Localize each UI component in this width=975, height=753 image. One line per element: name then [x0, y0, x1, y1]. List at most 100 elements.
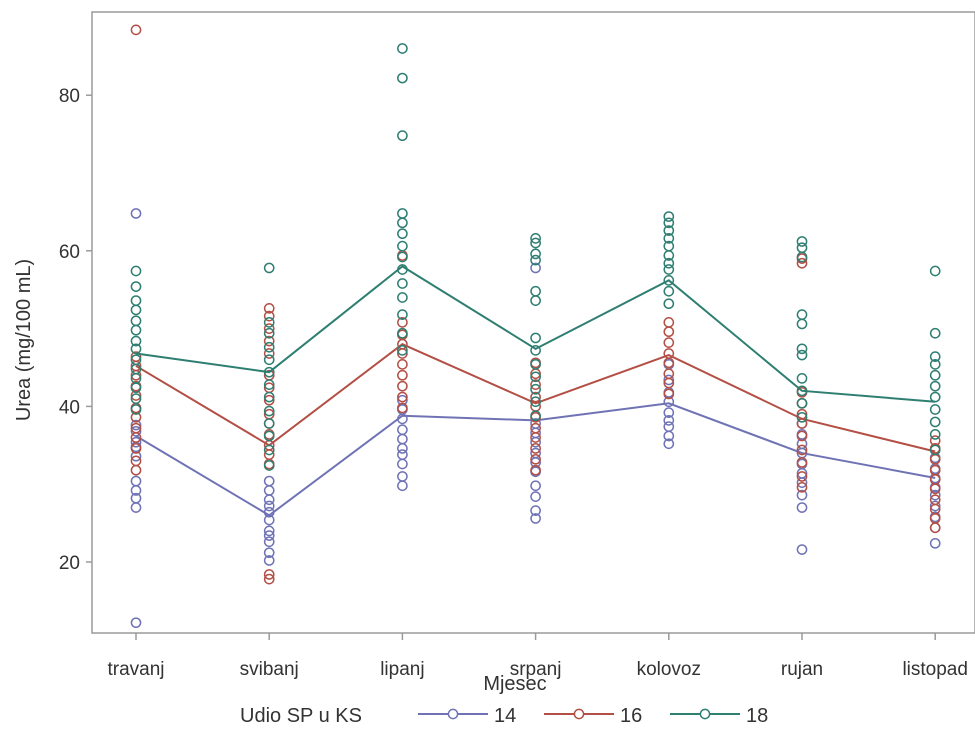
data-point: [263, 394, 275, 406]
data-point: [530, 332, 541, 344]
data-point: [130, 24, 142, 36]
data-point: [263, 348, 275, 359]
legend-marker-18: [699, 708, 711, 720]
data-point: [530, 285, 541, 297]
data-point: [397, 251, 408, 263]
data-point: [929, 327, 941, 339]
data-point: [530, 237, 541, 249]
x-tick-label: rujan: [781, 659, 823, 680]
data-point: [263, 310, 275, 322]
data-point: [130, 455, 142, 467]
x-tick-label: kolovoz: [637, 659, 701, 680]
legend-label-14: 14: [494, 705, 516, 727]
data-point: [263, 327, 275, 339]
data-point: [530, 383, 541, 395]
data-point: [796, 373, 808, 384]
data-point: [796, 489, 808, 501]
data-point: [929, 537, 941, 549]
data-point: [663, 337, 675, 348]
data-point: [663, 211, 675, 222]
data-point: [530, 410, 541, 422]
data-point: [530, 443, 541, 454]
data-point: [663, 388, 675, 400]
data-point: [663, 233, 675, 244]
data-point: [663, 407, 675, 418]
data-point: [263, 460, 275, 471]
data-point: [263, 354, 275, 366]
data-point: [130, 265, 142, 277]
data-point: [929, 369, 941, 381]
data-point: [530, 391, 541, 403]
data-point: [530, 379, 541, 390]
data-point: [130, 343, 142, 355]
data-point: [130, 304, 142, 316]
data-point: [397, 359, 408, 370]
data-point: [263, 303, 275, 314]
legend-marker-16: [573, 708, 585, 720]
legend-label-18: 18: [746, 705, 768, 727]
y-axis-label: Urea (mg/100 mL): [13, 259, 35, 421]
data-point: [263, 547, 275, 559]
data-point: [130, 393, 142, 404]
data-point: [263, 475, 275, 487]
x-axis-label: Mjesec: [483, 673, 546, 695]
data-point: [263, 485, 275, 496]
data-point: [130, 502, 142, 513]
data-point: [397, 327, 408, 339]
data-point: [796, 471, 808, 482]
data-point: [663, 348, 675, 359]
x-tick-label: srpanj: [510, 659, 562, 680]
data-point: [663, 368, 675, 380]
y-tick-label: 80: [59, 86, 80, 107]
data-point: [397, 217, 408, 229]
data-point: [796, 349, 808, 361]
plot-frame: [91, 11, 975, 634]
series-layer: [130, 24, 941, 629]
data-point: [263, 341, 275, 353]
data-point: [530, 453, 541, 465]
data-point: [530, 422, 541, 434]
data-point: [663, 326, 675, 338]
data-point: [663, 317, 675, 328]
data-point: [929, 494, 941, 506]
data-point: [397, 43, 408, 54]
data-point: [397, 72, 408, 84]
y-axis: 20 40 60 80: [59, 86, 92, 574]
data-point: [397, 317, 408, 328]
data-point: [263, 405, 275, 417]
data-point: [530, 254, 541, 266]
data-point: [130, 354, 142, 366]
data-point: [263, 536, 275, 548]
data-point: [796, 318, 808, 330]
data-point: [530, 262, 541, 274]
data-point: [263, 335, 275, 347]
data-point: [130, 475, 142, 487]
data-point: [530, 447, 541, 459]
data-point: [530, 505, 541, 517]
legend: Udio SP u KS 14 16 18: [240, 705, 768, 727]
data-point: [130, 281, 142, 292]
legend-title: Udio SP u KS: [240, 705, 362, 727]
data-point: [796, 257, 808, 269]
data-point: [530, 513, 541, 524]
data-point: [929, 265, 941, 277]
data-point: [663, 285, 675, 297]
legend-marker-14: [447, 708, 459, 720]
data-point: [929, 359, 941, 370]
data-point: [397, 292, 408, 303]
data-point: [130, 436, 142, 448]
data-point: [530, 345, 541, 356]
data-point: [130, 422, 142, 434]
data-point: [663, 415, 675, 426]
data-point: [796, 444, 808, 456]
data-point: [663, 275, 675, 286]
data-point: [397, 240, 408, 252]
data-point: [663, 217, 675, 229]
y-tick-label: 60: [59, 242, 80, 263]
data-point: [397, 402, 408, 414]
data-point: [929, 391, 941, 403]
data-point: [397, 443, 408, 454]
data-point: [130, 324, 142, 336]
data-point: [663, 438, 675, 450]
data-point: [397, 391, 408, 403]
